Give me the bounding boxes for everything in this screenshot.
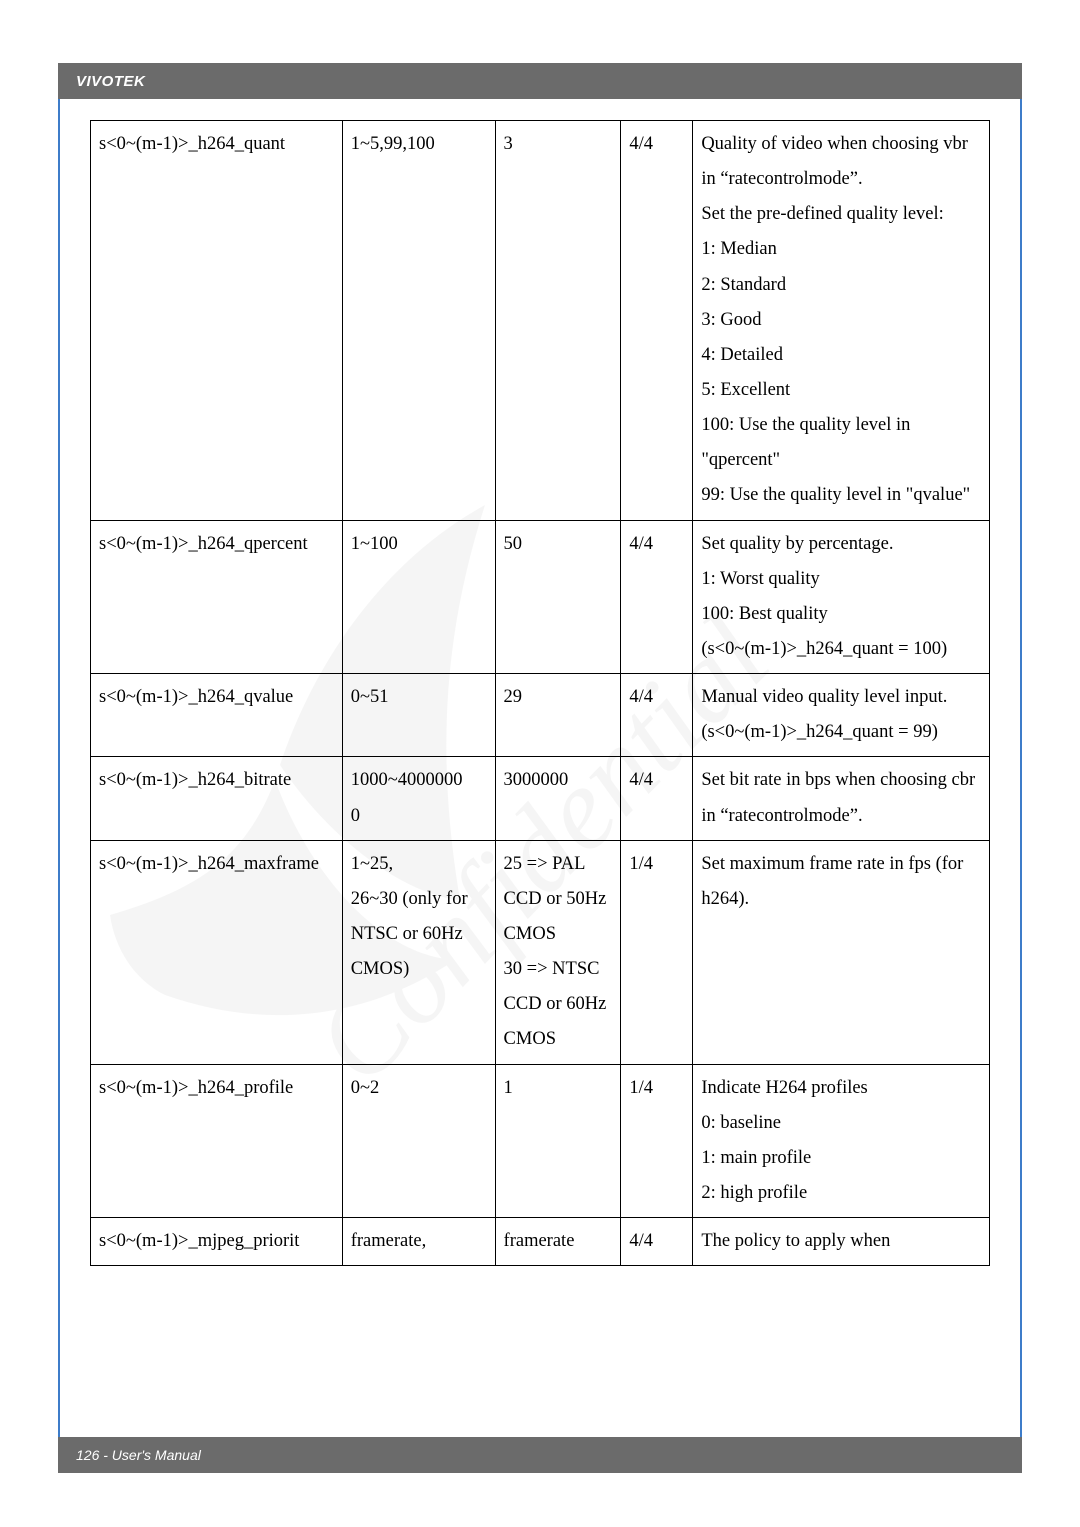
header-band: VIVOTEK bbox=[58, 63, 1022, 99]
table-row: s<0~(m-1)>_h264_quant1~5,99,10034/4Quali… bbox=[91, 121, 990, 521]
cell-sec: 1/4 bbox=[621, 1064, 693, 1218]
cell-range: 1~100 bbox=[342, 520, 495, 674]
table-row: s<0~(m-1)>_h264_profile0~211/4Indicate H… bbox=[91, 1064, 990, 1218]
cell-desc: Set quality by percentage.1: Worst quali… bbox=[693, 520, 990, 674]
cell-desc: Manual video quality level input.(s<0~(m… bbox=[693, 674, 990, 757]
table-row: s<0~(m-1)>_h264_qpercent1~100504/4Set qu… bbox=[91, 520, 990, 674]
cell-param: s<0~(m-1)>_h264_qpercent bbox=[91, 520, 343, 674]
cell-param: s<0~(m-1)>_h264_maxframe bbox=[91, 840, 343, 1064]
cell-param: s<0~(m-1)>_h264_qvalue bbox=[91, 674, 343, 757]
cell-sec: 1/4 bbox=[621, 840, 693, 1064]
cell-range: 1~25,26~30 (only for NTSC or 60Hz CMOS) bbox=[342, 840, 495, 1064]
cell-default: 25 => PAL CCD or 50Hz CMOS30 => NTSC CCD… bbox=[495, 840, 621, 1064]
cell-range: 0~51 bbox=[342, 674, 495, 757]
cell-sec: 4/4 bbox=[621, 121, 693, 521]
cell-range: 1000~40000000 bbox=[342, 757, 495, 840]
footer-text: 126 - User's Manual bbox=[76, 1447, 201, 1463]
cell-param: s<0~(m-1)>_h264_profile bbox=[91, 1064, 343, 1218]
cell-range: 1~5,99,100 bbox=[342, 121, 495, 521]
cell-default: 29 bbox=[495, 674, 621, 757]
cell-default: framerate bbox=[495, 1218, 621, 1266]
footer-band: 126 - User's Manual bbox=[58, 1437, 1022, 1473]
cell-sec: 4/4 bbox=[621, 674, 693, 757]
parameter-table: s<0~(m-1)>_h264_quant1~5,99,10034/4Quali… bbox=[90, 120, 990, 1266]
cell-desc: The policy to apply when bbox=[693, 1218, 990, 1266]
cell-sec: 4/4 bbox=[621, 520, 693, 674]
table-row: s<0~(m-1)>_h264_maxframe1~25,26~30 (only… bbox=[91, 840, 990, 1064]
cell-sec: 4/4 bbox=[621, 1218, 693, 1266]
table-row: s<0~(m-1)>_h264_qvalue0~51294/4Manual vi… bbox=[91, 674, 990, 757]
table-row: s<0~(m-1)>_h264_bitrate1000~400000003000… bbox=[91, 757, 990, 840]
cell-param: s<0~(m-1)>_h264_bitrate bbox=[91, 757, 343, 840]
cell-desc: Set maximum frame rate in fps (for h264)… bbox=[693, 840, 990, 1064]
cell-default: 3000000 bbox=[495, 757, 621, 840]
header-brand: VIVOTEK bbox=[76, 73, 145, 90]
cell-range: 0~2 bbox=[342, 1064, 495, 1218]
table-row: s<0~(m-1)>_mjpeg_prioritframerate,framer… bbox=[91, 1218, 990, 1266]
cell-sec: 4/4 bbox=[621, 757, 693, 840]
cell-param: s<0~(m-1)>_mjpeg_priorit bbox=[91, 1218, 343, 1266]
cell-range: framerate, bbox=[342, 1218, 495, 1266]
content: s<0~(m-1)>_h264_quant1~5,99,10034/4Quali… bbox=[90, 120, 990, 1266]
cell-default: 1 bbox=[495, 1064, 621, 1218]
cell-default: 3 bbox=[495, 121, 621, 521]
cell-desc: Quality of video when choosing vbr in “r… bbox=[693, 121, 990, 521]
cell-desc: Indicate H264 profiles0: baseline1: main… bbox=[693, 1064, 990, 1218]
cell-param: s<0~(m-1)>_h264_quant bbox=[91, 121, 343, 521]
cell-desc: Set bit rate in bps when choosing cbr in… bbox=[693, 757, 990, 840]
cell-default: 50 bbox=[495, 520, 621, 674]
